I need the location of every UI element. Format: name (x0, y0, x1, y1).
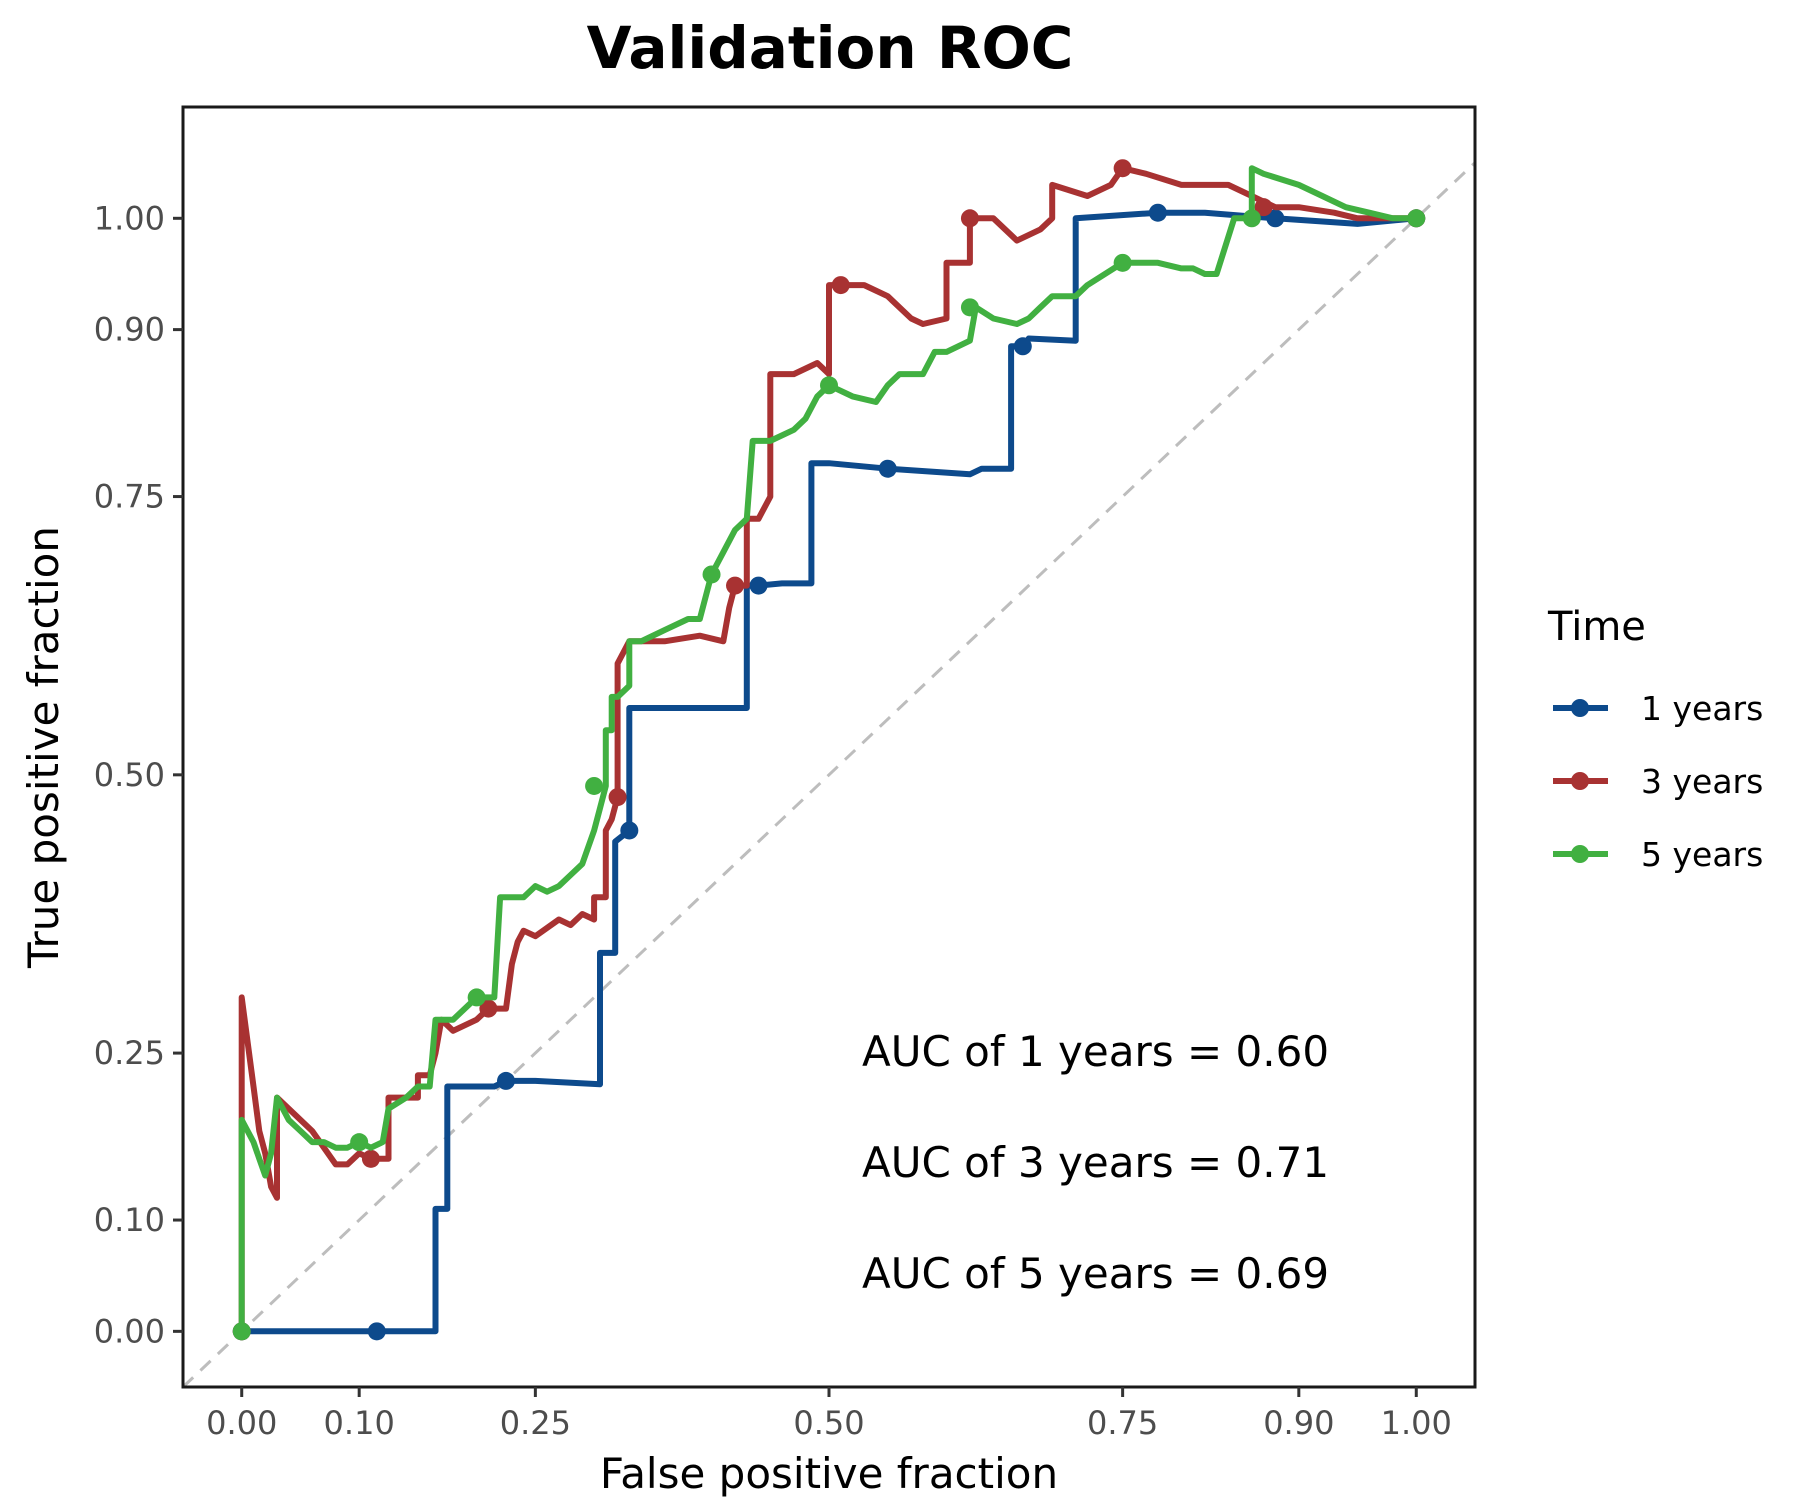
x-axis: 0.00 0.10 0.25 0.50 0.75 0.90 1.00 (206, 1387, 1452, 1442)
series-point (361, 1149, 380, 1168)
y-tick-label: 0.25 (94, 1034, 165, 1072)
series-point (1266, 209, 1285, 228)
x-tick-label: 0.25 (500, 1404, 571, 1442)
legend-item: 3 years (1553, 762, 1763, 801)
auc-annotation: AUC of 1 years = 0.60 (862, 1027, 1329, 1076)
x-tick-label: 0.90 (1263, 1404, 1334, 1442)
series-point (960, 298, 979, 317)
x-tick-label: 1.00 (1381, 1404, 1452, 1442)
y-axis: 0.00 0.10 0.25 0.50 0.75 0.90 1.00 (94, 199, 183, 1350)
series-point (1254, 198, 1273, 217)
series-point (350, 1133, 369, 1152)
auc-annotations: AUC of 1 years = 0.60 AUC of 3 years = 0.… (862, 1027, 1329, 1298)
series-point (960, 209, 979, 228)
series-point (749, 576, 768, 595)
series-point (467, 988, 486, 1007)
series-point (820, 376, 838, 395)
x-tick-label: 0.75 (1087, 1404, 1158, 1442)
series-point (1407, 209, 1426, 228)
auc-annotation: AUC of 5 years = 0.69 (862, 1249, 1329, 1298)
series-point (1013, 337, 1032, 356)
x-axis-title: False positive fraction (600, 1449, 1058, 1498)
legend-item: 5 years (1553, 835, 1763, 874)
reference-diagonal (181, 161, 1477, 1389)
y-tick-label: 0.50 (94, 756, 165, 794)
legend-key-point (1571, 699, 1589, 717)
y-tick-label: 0.10 (94, 1201, 165, 1239)
x-tick-label: 0.50 (793, 1404, 864, 1442)
series-point (608, 788, 627, 807)
legend-label: 1 years (1641, 689, 1763, 728)
series-3 (232, 165, 1426, 1341)
x-tick-label: 0.10 (324, 1404, 395, 1442)
series-point (232, 1322, 251, 1341)
legend-label: 5 years (1641, 835, 1763, 874)
plot-area (181, 105, 1477, 1389)
x-tick-label: 0.00 (206, 1404, 277, 1442)
legend-key-point (1571, 845, 1589, 863)
series-point (479, 999, 498, 1018)
legend-item: 1 years (1553, 689, 1763, 728)
chart-title: Validation ROC (587, 14, 1074, 82)
y-tick-label: 0.00 (94, 1312, 165, 1350)
series-point (367, 1322, 386, 1341)
y-tick-label: 0.75 (94, 478, 165, 516)
series-point (878, 459, 897, 478)
series-point (702, 565, 721, 584)
legend: Time 1 years 3 years 5 years (1547, 604, 1763, 874)
series-point (497, 1071, 515, 1090)
series-point (1113, 253, 1132, 272)
series-point (1113, 159, 1132, 178)
series-point (1148, 203, 1167, 222)
series-point (620, 821, 639, 840)
legend-key-point (1571, 772, 1589, 790)
legend-label: 3 years (1641, 762, 1763, 801)
series-point (1242, 209, 1261, 228)
y-tick-label: 1.00 (94, 199, 165, 237)
legend-title: Time (1547, 604, 1646, 650)
series-point (726, 576, 745, 595)
auc-annotation: AUC of 3 years = 0.71 (862, 1138, 1329, 1187)
series-point (831, 276, 850, 295)
y-axis-title: True positive fraction (19, 526, 68, 969)
series-point (585, 776, 604, 795)
series-line (238, 165, 1420, 1335)
y-tick-label: 0.90 (94, 311, 165, 349)
